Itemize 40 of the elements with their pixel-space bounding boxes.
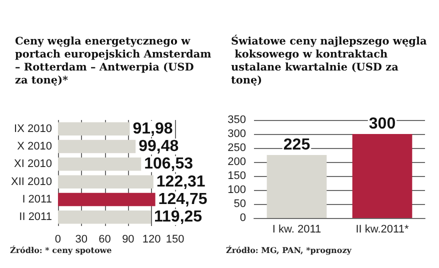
data-label: 91,98 — [132, 120, 173, 138]
data-label: 119,25 — [154, 208, 202, 226]
y-tick-label: I 2011 — [22, 194, 52, 206]
data-label: 124,75 — [158, 191, 208, 208]
y-tick-label: IX 2010 — [14, 122, 52, 135]
x-tick-label: 30 — [75, 234, 88, 246]
y-tick-label: II 2011 — [19, 211, 52, 224]
y-tick-label: 200 — [228, 156, 246, 168]
y-tick-label: X 2010 — [17, 140, 52, 152]
text: Źródło: * ceny spotowe — [10, 245, 112, 255]
y-tick-label: 50 — [234, 198, 246, 210]
x-tick-label: 90 — [122, 234, 134, 246]
bar — [58, 192, 156, 206]
chart-title: Światowe ceny najlepszego węgla koksowego w kontraktach ustalane kwartalnie (USD za tonę) — [231, 34, 427, 86]
x-tick-label: 60 — [98, 234, 111, 246]
bar — [58, 158, 142, 171]
x-tick-label: I kw. 2011 — [272, 224, 322, 236]
x-tick-label: II kw.2011* — [356, 224, 410, 236]
y-tick-label: 0 — [240, 212, 246, 224]
bar — [58, 175, 154, 188]
y-tick-label: 250 — [228, 142, 246, 154]
data-label: 300 — [368, 116, 396, 132]
y-tick-label: 350 — [228, 114, 246, 126]
x-tick-label: 0 — [54, 234, 62, 246]
data-label: 99,48 — [138, 138, 179, 155]
y-tick-label: XII 2010 — [10, 176, 52, 188]
y-tick-label: XI 2010 — [14, 158, 52, 170]
y-tick-label: 100 — [228, 184, 246, 196]
bar — [58, 122, 130, 136]
y-tick-label: 150 — [228, 170, 246, 182]
text: Źródło: MG, PAN, *prognozy — [226, 245, 352, 255]
data-label: 122,31 — [156, 173, 206, 190]
bar — [58, 210, 152, 224]
data-label: 106,53 — [144, 156, 194, 173]
bar — [58, 140, 136, 154]
y-tick-label: 300 — [228, 128, 246, 140]
chart-title: Ceny węgla energetycznego w portach europejskich Amsterdam – Rotterdam – Antwerpia (USD za tonę)* — [15, 36, 215, 86]
x-tick-label: 150 — [166, 234, 184, 246]
x-tick-label: 120 — [142, 234, 161, 246]
data-label: 225 — [283, 136, 310, 154]
